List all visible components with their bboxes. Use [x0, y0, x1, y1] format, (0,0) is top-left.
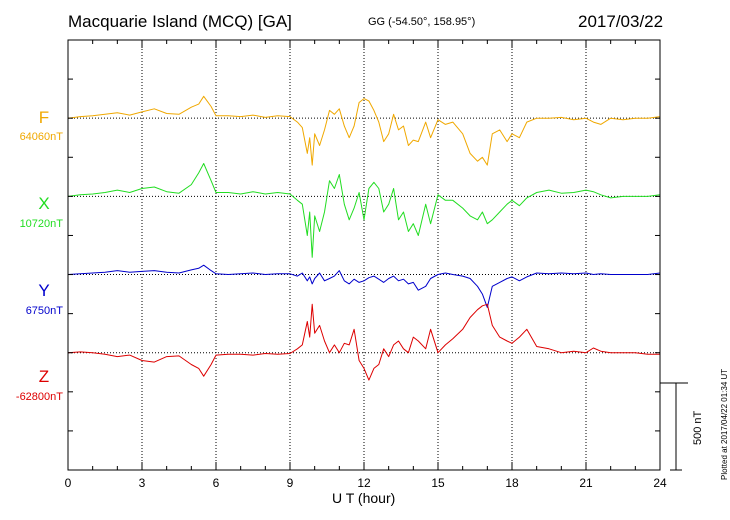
series-line-f — [67, 95, 661, 166]
x-tick-labels: 0 3 6 9 12 15 18 21 24 — [65, 476, 667, 490]
series-lines — [67, 95, 661, 381]
series-baseline-x: 10720nT — [19, 218, 63, 230]
chart-title: Macquarie Island (MCQ) [GA] — [68, 12, 292, 31]
x-axis-label: U T (hour) — [332, 490, 396, 506]
station-coordinates: GG (-54.50°, 158.95°) — [368, 16, 476, 28]
series-line-z — [67, 303, 660, 381]
series-line-x — [67, 163, 661, 258]
series-line-y — [67, 264, 661, 308]
scale-bar-label: 500 nT — [692, 410, 704, 445]
x-tick-label: 6 — [213, 476, 220, 490]
chart-date: 2017/03/22 — [578, 12, 664, 31]
x-tick-label: 3 — [139, 476, 146, 490]
plotted-timestamp: Plotted at 2017/04/22 01:34 UT — [720, 368, 729, 480]
series-name-y: Y — [38, 281, 50, 300]
series-name-f: F — [38, 108, 50, 127]
x-tick-label: 18 — [505, 476, 519, 490]
x-tick-label: 15 — [431, 476, 445, 490]
series-baseline-f: 64060nT — [19, 131, 63, 143]
x-tick-label: 12 — [357, 476, 371, 490]
plot-frame — [67, 39, 661, 471]
series-baseline-z: -62800nT — [15, 391, 63, 403]
x-tick-label: 21 — [579, 476, 593, 490]
scale-bar — [660, 382, 688, 471]
series-baseline-y: 6750nT — [25, 305, 63, 317]
x-tick-label: 9 — [287, 476, 294, 490]
grid-lines — [141, 40, 587, 470]
series-name-z: Z — [38, 367, 50, 386]
x-tick-label: 0 — [65, 476, 72, 490]
series-name-x: X — [38, 194, 50, 213]
x-tick-label: 24 — [653, 476, 667, 490]
axis-ticks — [67, 39, 661, 471]
